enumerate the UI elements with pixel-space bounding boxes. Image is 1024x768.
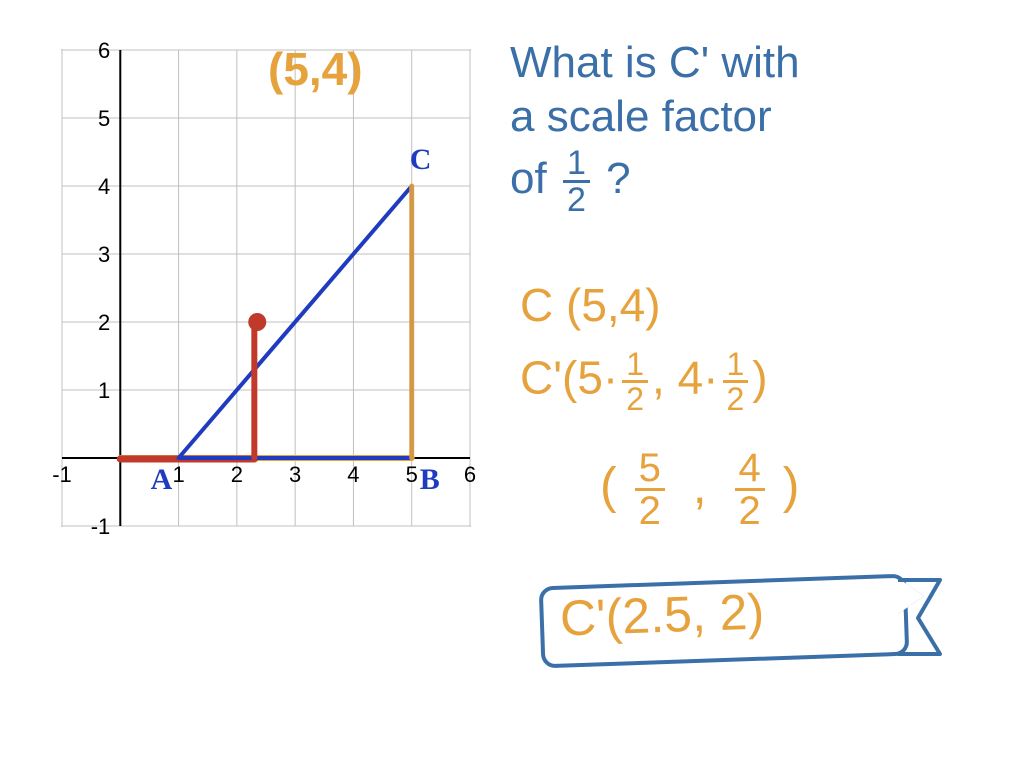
cprime-frac2: 1 2 (723, 348, 749, 415)
svg-text:A: A (151, 463, 173, 496)
svg-text:4: 4 (98, 174, 110, 199)
svg-text:2: 2 (98, 310, 110, 335)
svg-text:6: 6 (464, 462, 476, 487)
svg-text:6: 6 (98, 40, 110, 63)
simp-frac1: 5 2 (635, 448, 665, 531)
simp-f2-d: 2 (735, 488, 765, 531)
cprime-f2-d: 2 (723, 380, 749, 415)
work-line-simplify: ( 5 2 , 4 2 ) (600, 448, 799, 531)
simp-frac2: 4 2 (735, 448, 765, 531)
svg-text:B: B (420, 463, 440, 496)
answer-ribbon-svg (896, 574, 946, 660)
svg-text:1: 1 (172, 462, 184, 487)
simp-open: ( (600, 458, 617, 514)
q3-fraction: 1 2 (563, 146, 590, 217)
svg-text:-1: -1 (91, 514, 111, 539)
simp-close: ) (783, 458, 800, 514)
svg-text:5: 5 (98, 106, 110, 131)
cprime-frac1: 1 2 (622, 348, 648, 415)
q3-frac-n: 1 (563, 146, 590, 180)
svg-text:C: C (410, 143, 432, 176)
simp-f1-n: 5 (635, 448, 665, 488)
svg-text:4: 4 (347, 462, 359, 487)
coordinate-chart: -1 1 2 3 4 5 6 -1 1 2 3 4 5 6 A B C (20, 40, 480, 565)
question-line2: a scale factor (510, 92, 772, 142)
svg-text:5: 5 (406, 462, 418, 487)
simp-f2-n: 4 (735, 448, 765, 488)
answer-ribbon-tail-top (898, 578, 924, 614)
chart-svg: -1 1 2 3 4 5 6 -1 1 2 3 4 5 6 A B C (20, 40, 480, 560)
svg-text:-1: -1 (52, 462, 72, 487)
question-line3: of 1 2 ? (510, 146, 631, 217)
svg-text:2: 2 (231, 462, 243, 487)
svg-text:3: 3 (98, 242, 110, 267)
cprime-f1-n: 1 (622, 348, 648, 380)
cprime-b: , 4· (652, 352, 718, 404)
cprime-c: ) (752, 352, 767, 404)
answer-text: C'(2.5, 2) (559, 582, 765, 647)
question-line1: What is C' with (510, 38, 800, 88)
work-line-c: C (5,4) (520, 278, 661, 332)
cprime-f1-d: 2 (622, 380, 648, 415)
answer-box (539, 574, 910, 669)
q3-frac-d: 2 (563, 180, 590, 217)
simp-mid: , (693, 458, 707, 514)
cprime-f2-n: 1 (723, 348, 749, 380)
svg-text:1: 1 (98, 378, 110, 403)
q3-suffix: ? (606, 154, 630, 203)
work-line-cprime: C'(5· 1 2 , 4· 1 2 ) (520, 348, 768, 415)
q3-prefix: of (510, 154, 547, 203)
cprime-a: C'(5· (520, 352, 618, 404)
svg-text:3: 3 (289, 462, 301, 487)
simp-f1-d: 2 (635, 488, 665, 531)
